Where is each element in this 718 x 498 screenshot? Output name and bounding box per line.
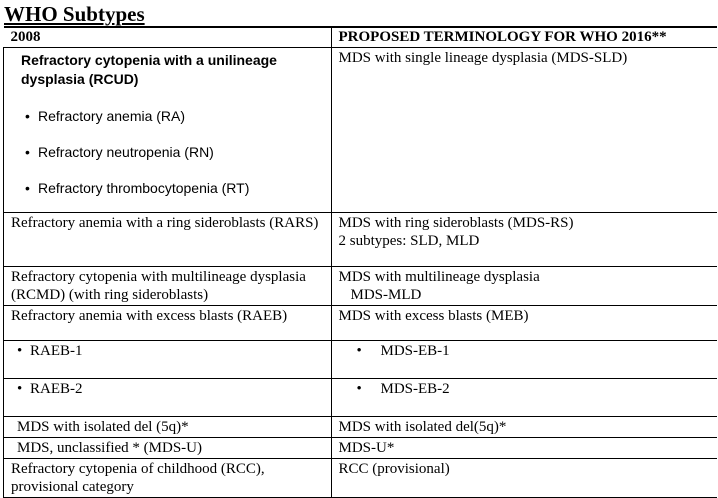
cell-right: MDS with excess blasts (MEB) (330, 305, 717, 341)
bullet-icon: • (25, 144, 30, 160)
cell-text: MDS, unclassified * (MDS-U) (17, 440, 202, 456)
cell-right: • MDS-EB-2 (330, 378, 717, 417)
list-item: • Refractory thrombocytopenia (RT) (11, 179, 324, 197)
bullet-icon: • (25, 108, 30, 124)
table-row: Refractory cytopenia with a unilineage d… (3, 47, 717, 213)
table-row: • RAEB-1 • MDS-EB-1 (3, 340, 717, 379)
cell-line: MDS-MLD (350, 287, 422, 303)
bullet-icon: • (17, 381, 23, 397)
list-item-text: Refractory anemia (RA) (38, 108, 186, 124)
cell-line: 2 subtypes: SLD, MLD (338, 233, 480, 249)
table-row: Refractory cytopenia with multilineage d… (3, 266, 717, 306)
header-2008: 2008 (3, 26, 332, 48)
cell-right: MDS-U* (330, 437, 717, 459)
page-title: WHO Subtypes (4, 2, 145, 26)
cell-text: MDS-EB-2 (380, 381, 450, 397)
bullet-icon: • (356, 343, 362, 359)
cell-right: MDS with ring sideroblasts (MDS-RS) 2 sub… (330, 212, 717, 267)
table-header-row: 2008 PROPOSED TERMINOLOGY FOR WHO 2016** (3, 26, 717, 48)
cell-left: Refractory anemia with a ring sideroblas… (3, 212, 332, 267)
cell-left: Refractory anemia with excess blasts (RA… (3, 305, 332, 341)
list-item-text: Refractory neutropenia (RN) (38, 144, 214, 160)
cell-right: RCC (provisional) (330, 458, 717, 498)
table-row: Refractory anemia with a ring sideroblas… (3, 212, 717, 267)
table-row: MDS, unclassified * (MDS-U) MDS-U* (3, 437, 717, 459)
who-subtypes-table: 2008 PROPOSED TERMINOLOGY FOR WHO 2016**… (3, 26, 717, 498)
cell-left: • RAEB-2 (3, 378, 332, 417)
table-row: Refractory cytopenia of childhood (RCC),… (3, 458, 717, 498)
cell-left: MDS with isolated del (5q)* (3, 416, 332, 438)
list-item-text: Refractory thrombocytopenia (RT) (38, 180, 250, 196)
list-item: • Refractory neutropenia (RN) (11, 143, 324, 161)
bullet-icon: • (17, 343, 23, 359)
header-2016: PROPOSED TERMINOLOGY FOR WHO 2016** (330, 26, 717, 48)
cell-right: • MDS-EB-1 (330, 340, 717, 379)
cell-left: MDS, unclassified * (MDS-U) (3, 437, 332, 459)
cell-text: RAEB-2 (30, 381, 83, 397)
table-row: • RAEB-2 • MDS-EB-2 (3, 378, 717, 417)
table-row: Refractory anemia with excess blasts (RA… (3, 305, 717, 341)
cell-left: Refractory cytopenia with a unilineage d… (3, 47, 332, 213)
cell-text: MDS with isolated del (5q)* (17, 419, 189, 435)
rcud-title: Refractory cytopenia with a unilineage d… (21, 52, 277, 87)
cell-right: MDS with single lineage dysplasia (MDS-S… (330, 47, 717, 213)
cell-right: MDS with isolated del(5q)* (330, 416, 717, 438)
cell-text: MDS-EB-1 (380, 343, 450, 359)
list-item: • Refractory anemia (RA) (11, 107, 324, 125)
table-row: MDS with isolated del (5q)* MDS with iso… (3, 416, 717, 438)
cell-line: MDS with multilineage dysplasia (338, 269, 540, 285)
cell-right: MDS with multilineage dysplasia MDS-MLD (330, 266, 717, 306)
bullet-icon: • (25, 180, 30, 196)
cell-line: MDS with ring sideroblasts (MDS-RS) (338, 215, 574, 231)
cell-left: • RAEB-1 (3, 340, 332, 379)
cell-text: RAEB-1 (30, 343, 83, 359)
bullet-icon: • (356, 381, 362, 397)
cell-left: Refractory cytopenia of childhood (RCC),… (3, 458, 332, 498)
cell-left: Refractory cytopenia with multilineage d… (3, 266, 332, 306)
